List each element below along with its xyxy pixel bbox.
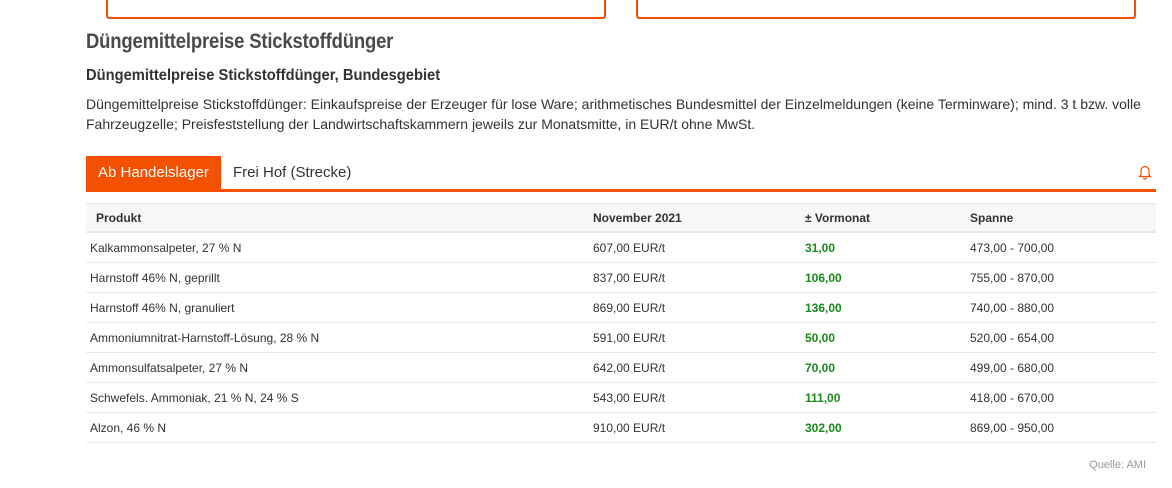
table-row: Ammonsulfatsalpeter, 27 % N 642,00 EUR/t 7…: [86, 352, 1156, 383]
page-subtitle: Düngemittelpreise Stickstoffdünger, Bund…: [86, 67, 441, 84]
cell-change: 31,00: [805, 232, 970, 263]
cell-change: 111,00: [805, 382, 970, 413]
cell-change: 106,00: [805, 262, 970, 293]
top-right-box[interactable]: [636, 0, 1136, 19]
header-vormonat[interactable]: ± Vormonat: [805, 203, 970, 233]
cell-range: 418,00 - 670,00: [970, 382, 1156, 413]
cell-price: 910,00 EUR/t: [593, 412, 805, 443]
top-left-box[interactable]: [106, 0, 606, 19]
tab-ab-handelslager[interactable]: Ab Handelslager: [86, 156, 221, 189]
table-row: Alzon, 46 % N 910,00 EUR/t 302,00 869,00 - …: [86, 412, 1156, 443]
cell-range: 473,00 - 700,00: [970, 232, 1156, 263]
tab-frei-hof[interactable]: Frei Hof (Strecke): [233, 164, 352, 181]
tab-bar: Ab Handelslager Frei Hof (Strecke): [86, 156, 1156, 192]
price-table: Produkt November 2021 ± Vormonat Spanne …: [86, 203, 1156, 443]
table-header-row: Produkt November 2021 ± Vormonat Spanne: [86, 203, 1156, 233]
cell-produkt: Harnstoff 46% N, geprillt: [86, 262, 593, 293]
cell-produkt: Alzon, 46 % N: [86, 412, 593, 443]
cell-produkt: Harnstoff 46% N, granuliert: [86, 292, 593, 323]
cell-change: 136,00: [805, 292, 970, 323]
header-spanne[interactable]: Spanne: [970, 203, 1156, 233]
header-november[interactable]: November 2021: [593, 203, 805, 233]
cell-range: 499,00 - 680,00: [970, 352, 1156, 383]
cell-range: 755,00 - 870,00: [970, 262, 1156, 293]
cell-produkt: Ammoniumnitrat-Harnstoff-Lösung, 28 % N: [86, 322, 593, 353]
cell-change: 302,00: [805, 412, 970, 443]
cell-change: 70,00: [805, 352, 970, 383]
cell-price: 607,00 EUR/t: [593, 232, 805, 263]
cell-price: 543,00 EUR/t: [593, 382, 805, 413]
table-row: Harnstoff 46% N, granuliert 869,00 EUR/t 1…: [86, 292, 1156, 323]
header-produkt[interactable]: Produkt: [86, 203, 593, 233]
table-row: Kalkammonsalpeter, 27 % N 607,00 EUR/t 31,…: [86, 232, 1156, 263]
cell-range: 520,00 - 654,00: [970, 322, 1156, 353]
cell-change: 50,00: [805, 322, 970, 353]
cell-price: 642,00 EUR/t: [593, 352, 805, 383]
cell-produkt: Schwefels. Ammoniak, 21 % N, 24 % S: [86, 382, 593, 413]
bell-icon[interactable]: [1138, 164, 1152, 180]
table-row: Harnstoff 46% N, geprillt 837,00 EUR/t 106…: [86, 262, 1156, 293]
page-title: Düngemittelpreise Stickstoffdünger: [86, 30, 394, 53]
cell-range: 869,00 - 950,00: [970, 412, 1156, 443]
cell-price: 591,00 EUR/t: [593, 322, 805, 353]
cell-produkt: Kalkammonsalpeter, 27 % N: [86, 232, 593, 263]
cell-price: 837,00 EUR/t: [593, 262, 805, 293]
source-note: Quelle: AMI: [1089, 459, 1146, 471]
cell-price: 869,00 EUR/t: [593, 292, 805, 323]
table-row: Schwefels. Ammoniak, 21 % N, 24 % S 543,0…: [86, 382, 1156, 413]
description: Düngemittelpreise Stickstoffdünger: Eink…: [86, 96, 1141, 132]
cell-range: 740,00 - 880,00: [970, 292, 1156, 323]
cell-produkt: Ammonsulfatsalpeter, 27 % N: [86, 352, 593, 383]
